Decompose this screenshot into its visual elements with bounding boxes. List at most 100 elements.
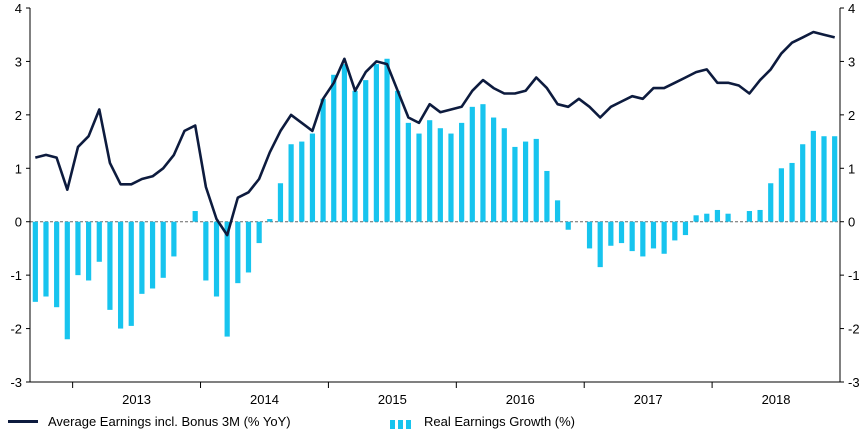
bar-real-earnings <box>682 221 689 236</box>
bar-real-earnings <box>160 221 166 278</box>
y-tick-label-left: -1 <box>10 268 22 283</box>
legend-item-average-earnings: Average Earnings incl. Bonus 3M (% YoY) <box>8 414 291 429</box>
bar-real-earnings <box>533 138 539 222</box>
bar-real-earnings <box>608 221 614 246</box>
y-tick-label-right: 3 <box>848 54 855 69</box>
y-tick-label-right: 4 <box>848 1 855 16</box>
y-tick-label-left: 4 <box>15 1 22 16</box>
bar-real-earnings <box>789 162 795 222</box>
bar-real-earnings <box>586 221 593 249</box>
bar-real-earnings <box>86 221 92 281</box>
bar-real-earnings <box>778 168 784 222</box>
bar-real-earnings <box>650 221 657 249</box>
bar-real-earnings <box>384 58 390 222</box>
bar-real-earnings <box>746 211 753 222</box>
legend-item-real-earnings: Real Earnings Growth (%) <box>390 414 575 429</box>
bar-real-earnings <box>54 221 60 308</box>
bar-real-earnings <box>320 98 326 222</box>
bar-real-earnings <box>203 221 209 281</box>
bar-real-earnings <box>491 117 497 222</box>
bar-real-earnings <box>448 133 454 222</box>
chart-axes: -3 -2 -1 0 1 2 3 4 -3 -2 -1 0 1 2 3 4 2013 2014 2015 2016 20… <box>10 1 859 407</box>
bar-real-earnings <box>373 64 379 222</box>
line-average-earnings <box>34 30 836 237</box>
bar-real-earnings <box>128 221 134 326</box>
bar-real-earnings <box>821 136 827 222</box>
bar-real-earnings <box>725 213 731 222</box>
bar-real-earnings <box>341 64 348 222</box>
bar-real-earnings <box>117 221 124 329</box>
bar-real-earnings <box>299 141 305 222</box>
bar-real-earnings <box>395 90 401 222</box>
bar-real-earnings <box>427 120 433 222</box>
y-tick-label-left: 2 <box>15 108 22 123</box>
bar-real-earnings <box>661 221 667 254</box>
bar-real-earnings <box>704 213 710 222</box>
bar-real-earnings <box>43 221 49 297</box>
bar-real-earnings <box>235 221 241 284</box>
bar-real-earnings <box>693 215 699 222</box>
bar-real-earnings <box>213 221 220 297</box>
y-tick-label-left: -2 <box>10 322 22 337</box>
bar-real-earnings <box>352 90 358 222</box>
bar-real-earnings <box>267 219 273 222</box>
y-tick-label-right: -2 <box>848 322 860 337</box>
bar-real-earnings <box>544 170 550 222</box>
legend-bar-swatch <box>390 415 414 429</box>
x-tick-label: 2017 <box>634 392 663 407</box>
bar-real-earnings <box>416 133 422 222</box>
bar-real-earnings <box>469 106 475 222</box>
bar-real-earnings <box>597 221 603 268</box>
bar-real-earnings <box>512 146 518 222</box>
bar-real-earnings <box>363 80 369 222</box>
bar-real-earnings <box>832 136 838 222</box>
legend-label-real-earnings: Real Earnings Growth (%) <box>424 414 575 429</box>
x-tick-label: 2016 <box>506 392 535 407</box>
bar-real-earnings <box>405 122 411 222</box>
bar-real-earnings <box>640 221 646 257</box>
average-earnings-line <box>34 30 836 237</box>
bar-real-earnings <box>331 74 337 222</box>
y-tick-label-left: -3 <box>10 375 22 390</box>
y-tick-label-left: 1 <box>15 161 22 176</box>
bar-real-earnings <box>139 221 145 294</box>
bar-real-earnings <box>810 130 816 222</box>
bar-real-earnings <box>437 128 443 222</box>
x-tick-label: 2014 <box>250 392 279 407</box>
x-tick-label: 2018 <box>762 392 791 407</box>
bar-real-earnings <box>224 221 230 337</box>
bar-real-earnings <box>768 183 774 222</box>
bar-real-earnings <box>565 221 571 230</box>
bar-real-earnings <box>554 200 561 222</box>
bar-real-earnings <box>480 104 486 222</box>
bar-real-earnings <box>96 221 102 262</box>
bar-real-earnings <box>501 128 507 222</box>
bar-real-earnings <box>629 221 635 252</box>
legend: Average Earnings incl. Bonus 3M (% YoY) … <box>0 414 867 434</box>
bar-real-earnings <box>672 221 678 241</box>
y-tick-label-left: 3 <box>15 54 22 69</box>
bar-real-earnings <box>714 209 721 222</box>
bar-real-earnings <box>288 144 294 222</box>
real-earnings-bars <box>32 58 838 340</box>
bar-real-earnings <box>245 221 252 273</box>
x-tick-label: 2013 <box>122 392 151 407</box>
bar-real-earnings <box>800 144 806 222</box>
bar-real-earnings <box>618 221 625 244</box>
bar-real-earnings <box>171 221 177 257</box>
bar-real-earnings <box>256 221 262 244</box>
y-tick-label-left: 0 <box>15 215 22 230</box>
bar-real-earnings <box>192 211 198 222</box>
bar-real-earnings <box>522 141 529 222</box>
y-tick-label-right: -1 <box>848 268 860 283</box>
bar-real-earnings <box>459 122 465 222</box>
bar-real-earnings <box>757 209 763 222</box>
bar-real-earnings <box>107 221 113 310</box>
legend-line-swatch <box>8 420 38 423</box>
x-tick-label: 2015 <box>378 392 407 407</box>
bar-real-earnings <box>64 221 70 340</box>
bar-real-earnings <box>32 221 38 302</box>
y-tick-label-right: 1 <box>848 161 855 176</box>
bar-real-earnings <box>149 221 156 289</box>
